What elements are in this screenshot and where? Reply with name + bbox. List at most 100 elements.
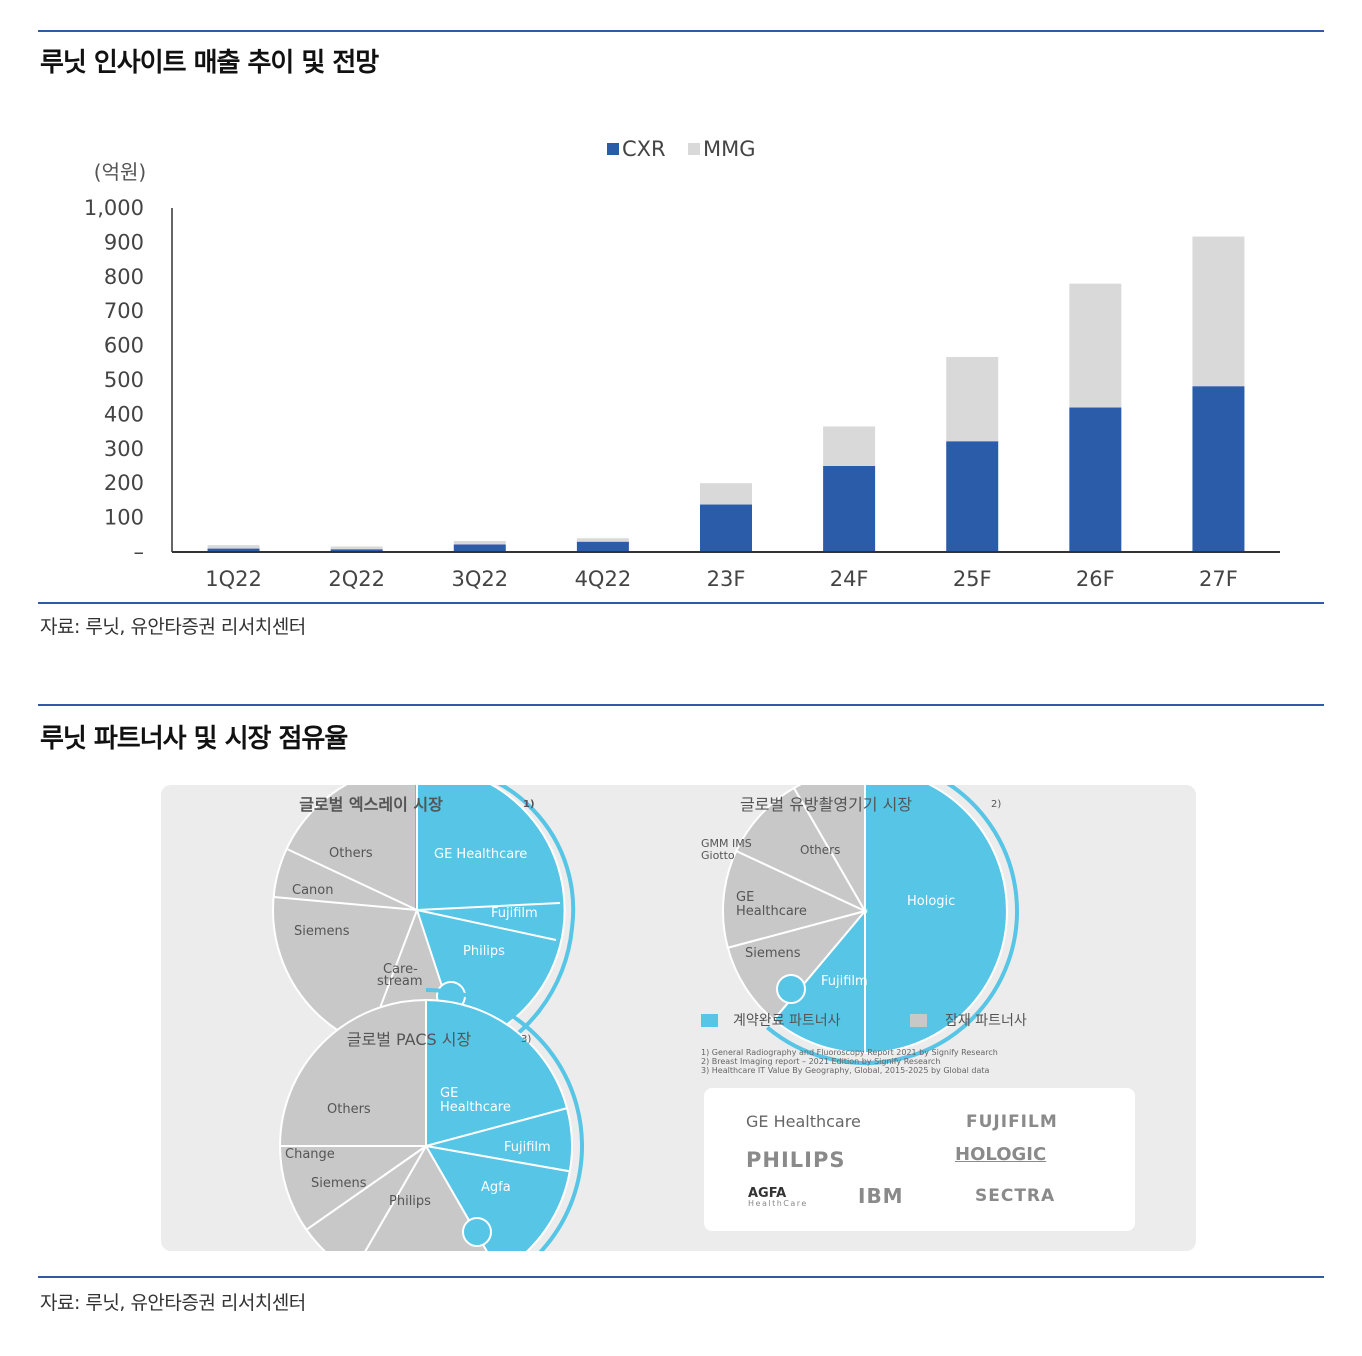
legend-potential-label: 잠재 파트너사 (945, 1013, 1027, 1029)
pie-slice-mmg-siemens (726, 909, 868, 1022)
legend-contracted-label: 계약완료 파트너사 (733, 1013, 841, 1029)
section2-source: 자료: 루닛, 유안타증권 리서치센터 (40, 1292, 306, 1314)
bar-cxr-25F (946, 441, 999, 552)
pie-slice-pacs-change (278, 1145, 430, 1232)
mmg-label-gmm-1: GMM IMS (701, 837, 752, 850)
section2-title: 루닛 파트너사 및 시장 점유율 (40, 724, 348, 754)
bar-cxr-3Q22 (453, 544, 506, 552)
section2-bottom-rule (38, 1276, 1324, 1278)
legend-swatch-cxr (607, 143, 619, 155)
mmg-label-hologic: Hologic (907, 894, 955, 909)
x-tick-label: 3Q22 (451, 567, 508, 590)
mmg-pie-title: 글로벌 유방촬영기기 시장 (740, 795, 912, 814)
x-tick-label: 24F (830, 567, 869, 590)
pie-slice-mmg-gmm (734, 786, 868, 914)
y-tick-label: 400 (104, 402, 144, 426)
pie-slice-mmg-ge (722, 849, 868, 949)
bar-cxr-26F (1069, 407, 1122, 552)
y-tick-label: 1,000 (84, 196, 144, 220)
xray-label-carestream-1: Care- (383, 962, 418, 977)
logo-agfa-sub: HealthCare (748, 1199, 808, 1208)
partner-market-share-panel: 글로벌 엑스레이 시장 1) GE Healthcare Fujifilm Ph… (161, 785, 1196, 1251)
bar-mmg-2Q22 (330, 546, 383, 550)
xray-pie-title: 글로벌 엑스레이 시장 (299, 795, 443, 814)
y-tick-label: 500 (104, 368, 144, 392)
mmg-label-ge-2: Healthcare (736, 904, 807, 919)
bar-cxr-24F (823, 466, 876, 552)
x-tick-label: 27F (1199, 567, 1238, 590)
logo-ge: GE Healthcare (746, 1112, 861, 1131)
bar-mmg-27F (1192, 236, 1245, 387)
footnote: 1) General Radiography and Fluoroscopy R… (701, 1048, 998, 1057)
legend-swatch-mmg (688, 143, 700, 155)
mmg-label-ge-1: GE (736, 890, 754, 905)
xray-pie-sup: 1) (523, 799, 535, 810)
section1-title: 루닛 인사이트 매출 추이 및 전망 (40, 48, 379, 78)
pacs-label-ge-2: Healthcare (440, 1100, 511, 1115)
pie-slice-pacs-agfa (424, 1144, 571, 1251)
logo-hologic: HOLOGIC (955, 1144, 1047, 1165)
mmg-label-others: Others (800, 843, 840, 857)
pie-slice-pacs-others (278, 998, 427, 1147)
y-tick-label: – (134, 540, 145, 564)
pie-slice-mmg-hologic (864, 785, 1008, 1055)
bar-cxr-1Q22 (207, 548, 260, 552)
bar-cxr-2Q22 (330, 549, 383, 552)
pacs-label-agfa: Agfa (481, 1180, 511, 1195)
logo-ibm: IBM (858, 1184, 904, 1208)
pacs-label-fujifilm: Fujifilm (504, 1140, 551, 1155)
xray-label-carestream-2: stream (377, 974, 423, 989)
revenue-bar-chart: CXR MMG (억원) – 100 200 300 400 500 600 700 800 900 1,… (84, 137, 1280, 590)
pacs-label-others: Others (327, 1102, 371, 1117)
pie-slice-mmg-others (792, 785, 866, 915)
footnote: 3) Healthcare IT Value By Geography, Glo… (701, 1066, 990, 1075)
pacs-pie-title: 글로벌 PACS 시장 (347, 1030, 472, 1049)
bar-mmg-24F (823, 426, 876, 466)
mmg-label-gmm-2: Giotto (701, 849, 735, 862)
bar-mmg-23F (700, 483, 752, 505)
pacs-pie-sup: 3) (521, 1034, 531, 1045)
section1-source: 자료: 루닛, 유안타증권 리서치센터 (40, 616, 306, 638)
x-tick-label: 25F (953, 567, 992, 590)
pacs-label-siemens: Siemens (311, 1176, 367, 1191)
mmg-label-siemens: Siemens (745, 946, 801, 961)
pacs-partner-ring (425, 988, 584, 1251)
pacs-label-change: Change (285, 1147, 335, 1162)
pie-slice-pacs-ge (425, 998, 569, 1148)
section2-top-rule (38, 704, 1324, 706)
y-tick-label: 900 (104, 230, 144, 254)
x-tick-label: 23F (707, 567, 746, 590)
x-tick-label: 2Q22 (328, 567, 385, 590)
bar-mmg-26F (1069, 283, 1122, 408)
logo-sectra: SECTRA (975, 1186, 1056, 1206)
x-tick-label: 1Q22 (205, 567, 262, 590)
chart1-bottom-rule (38, 602, 1324, 604)
y-tick-label: 200 (104, 471, 144, 495)
y-axis-label: (억원) (94, 160, 146, 184)
legend-contracted-swatch (701, 1014, 718, 1027)
xray-label-philips: Philips (463, 944, 505, 959)
logo-philips: PHILIPS (746, 1148, 846, 1172)
logo-fujifilm: FUJIFILM (966, 1112, 1058, 1132)
xray-label-canon: Canon (292, 883, 333, 898)
y-tick-label: 600 (104, 334, 144, 358)
top-rule (38, 30, 1324, 32)
xray-label-fujifilm: Fujifilm (491, 906, 538, 921)
pacs-label-philips: Philips (389, 1194, 431, 1209)
y-tick-label: 700 (104, 299, 144, 323)
logo-agfa: AGFA (748, 1186, 787, 1201)
pies-overlay: 글로벌 유방촬영기기 시장 2)HologicFujifilmSiemensGEH… (278, 785, 1027, 1251)
mmg-pie-sup: 2) (991, 799, 1001, 810)
bar-mmg-3Q22 (453, 540, 506, 545)
legend-potential-swatch (910, 1014, 927, 1027)
mmg-partner-ring (766, 785, 1019, 1065)
mmg-lunit-icon (776, 974, 806, 1004)
x-tick-label: 26F (1076, 567, 1115, 590)
xray-label-ge: GE Healthcare (434, 847, 527, 862)
xray-label-siemens: Siemens (294, 924, 350, 939)
pie-slice-pacs-philips (364, 1143, 488, 1251)
mmg-label-fujifilm: Fujifilm (821, 974, 868, 989)
y-tick-label: 100 (104, 506, 144, 530)
xray-label-others: Others (329, 846, 373, 861)
y-tick-label: 300 (104, 437, 144, 461)
